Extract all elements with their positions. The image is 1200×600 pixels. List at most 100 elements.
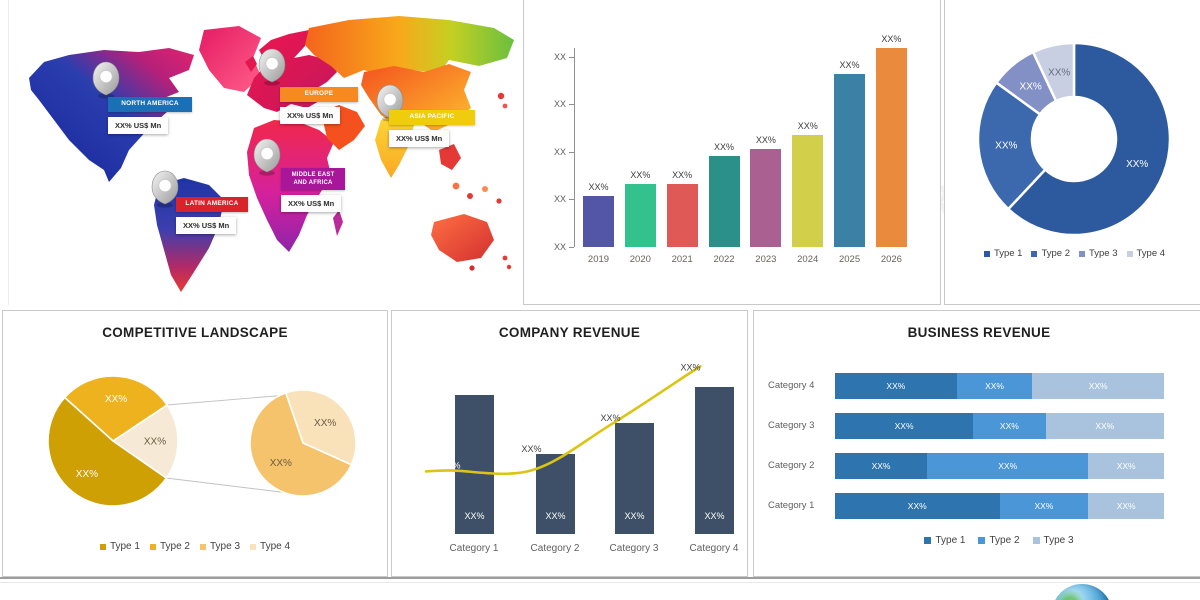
bar-value-label: XX% (755, 134, 776, 145)
island (496, 198, 502, 204)
legend-label: Type 2 (159, 541, 190, 552)
legend-label: Type 1 (993, 248, 1023, 259)
segment-label: XX% (1116, 501, 1136, 511)
competitive-legend: Type 1 Type 2 Type 3 Type 4 (3, 541, 387, 552)
x-category-label: Category 4 (689, 543, 739, 554)
line-point-label: XX% (440, 460, 460, 470)
y-axis-tick (569, 104, 574, 105)
segment-label: XX% (1095, 421, 1115, 431)
panel-business-revenue: BUSINESS REVENUE Category 4 XX% XX% XX% … (753, 310, 1200, 577)
region-name: ASIA PACIFIC (389, 110, 475, 125)
secondary-pie-slice-label: XX% (314, 418, 336, 429)
panel-market-share-donut: XX% XX% XX% XX% Type 1 Type 2 Type 3 Type 4 (944, 0, 1200, 305)
panel-competitive-landscape: COMPETITIVE LANDSCAPE XX% XX% XX% XX% XX% Ty… (2, 310, 388, 577)
legend-item: Type 1 (99, 541, 140, 552)
x-tick-label: 2019 (587, 254, 610, 265)
island (482, 186, 488, 192)
island-greenland (199, 26, 261, 92)
island-japan (497, 92, 505, 100)
x-category-label: Category 1 (449, 543, 499, 554)
x-tick-label: 2021 (671, 254, 693, 265)
bar-group: XX% XX% XX% XX% XX% XX% XX% XX% (583, 34, 907, 247)
line-point-label: XX% (680, 363, 700, 373)
bar-2022: XX% (708, 142, 740, 247)
island-madagascar (333, 210, 343, 236)
x-tick-label: 2020 (629, 254, 651, 265)
panel-market-growth-chart: XX XX XX XX XX XX% XX% XX% XX% XX% XX% X… (523, 0, 941, 305)
y-tick-label: XX (553, 52, 566, 62)
y-tick-label: XX (553, 194, 566, 204)
main-pie-slice (63, 375, 169, 443)
donut-chart: XX% XX% XX% XX% (976, 41, 1172, 237)
secondary-pie-slice-label: XX% (270, 458, 292, 469)
panel-title: BUSINESS REVENUE (907, 325, 1051, 340)
region-russia (305, 16, 514, 78)
island-new-zealand (502, 255, 508, 261)
bar-value-label: XX% (797, 120, 818, 131)
map-label-asia-pacific: ASIA PACIFIC XX% US$ Mn (389, 110, 479, 147)
segment-type-1: XX% (835, 493, 1000, 519)
main-pie-slice (47, 396, 168, 507)
footer-divider (0, 577, 1200, 579)
segment-label: XX% (985, 381, 1004, 391)
region-southeast-asia (439, 144, 461, 170)
y-axis-tick (569, 57, 574, 58)
legend-item: Type 3 (1032, 535, 1074, 546)
donut-slice (1031, 41, 1076, 103)
legend-swatch (99, 543, 106, 550)
segment-type-3: XX% (1088, 493, 1164, 519)
legend-label: Type 2 (1041, 248, 1070, 259)
panel-regional-market-map: NORTH AMERICA XX% US$ Mn EUROPE XX% US$ … (8, 0, 520, 305)
island (467, 193, 473, 199)
segment-label: XX% (1116, 461, 1136, 471)
line-point-label: XX% (521, 444, 541, 454)
world-map (29, 16, 514, 292)
x-category-label: Category 3 (609, 543, 659, 554)
segment-label: XX% (894, 421, 914, 431)
stacked-bar-row-category-4: Category 4 XX% XX% XX% (754, 373, 1200, 399)
bar-2025: XX% (834, 60, 866, 247)
x-axis-labels: 2019 2020 2021 2022 2023 2024 2025 2026 (583, 254, 907, 265)
segment-label: XX% (907, 501, 927, 511)
legend-swatch (1032, 537, 1040, 544)
main-pie-slice (111, 403, 179, 480)
bar-value-label: XX% (881, 34, 902, 45)
legend-swatch (924, 537, 932, 544)
row-category-label: Category 2 (768, 460, 815, 471)
bar-line-plot: XX% XX% XX% XX% XX% XX% XX% XX% (416, 363, 734, 534)
y-axis-tick (569, 152, 574, 153)
stacked-bar: XX% XX% XX% (835, 493, 1164, 519)
stacked-bar-row-category-1: Category 1 XX% XX% XX% (754, 493, 1200, 519)
map-label-europe: EUROPE XX% US$ Mn (280, 87, 360, 124)
island (452, 182, 460, 190)
main-pie-slice-label: XX% (144, 436, 166, 447)
segment-type-2: XX% (973, 413, 1046, 439)
business-legend: Type 1 Type 2 Type 3 (794, 535, 1200, 546)
x-tick-label: 2024 (797, 254, 819, 265)
line-point-label: XX% (600, 413, 620, 423)
bar-bottom-label: XX% (624, 511, 645, 521)
secondary-pie-slice (284, 389, 357, 466)
legend-swatch (1126, 250, 1133, 257)
legend-item: Type 2 (978, 535, 1020, 546)
legend-item: Type 4 (1126, 248, 1165, 259)
segment-type-1: XX% (835, 413, 974, 439)
legend-label: Type 3 (210, 541, 241, 552)
bar-value-label: XX% (839, 59, 860, 70)
main-pie-slice-label: XX% (105, 394, 127, 405)
region-name: NORTH AMERICA (108, 97, 192, 112)
y-axis-tick (569, 199, 574, 200)
y-tick-label: XX (553, 242, 566, 252)
legend-label: Type 1 (935, 535, 966, 546)
segment-type-3: XX% (1088, 453, 1164, 479)
x-category-label: Category 2 (530, 543, 580, 554)
row-category-label: Category 4 (768, 380, 815, 391)
trend-line (424, 365, 702, 476)
donut-slice-label: XX% (1048, 68, 1070, 79)
x-tick-label: 2023 (755, 254, 777, 265)
segment-label: XX% (886, 381, 906, 391)
segment-type-1: XX% (835, 373, 957, 399)
x-tick-label: 2025 (838, 254, 861, 265)
footer-divider-light (0, 582, 1200, 583)
segment-type-3: XX% (1032, 373, 1164, 399)
